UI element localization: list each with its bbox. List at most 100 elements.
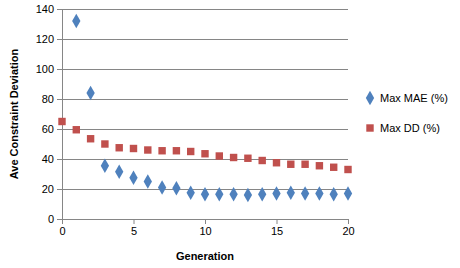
tick: 0 [48, 213, 62, 225]
point [287, 161, 294, 168]
series [58, 118, 351, 173]
tick-mark [348, 219, 349, 224]
tick-mark [57, 69, 62, 70]
legend-label: Max MAE (%) [380, 92, 448, 104]
tick-mark [57, 99, 62, 100]
tick-label: 60 [42, 123, 54, 135]
legend-item: Max MAE (%) [366, 91, 448, 105]
plot-area [58, 14, 352, 202]
point [87, 135, 94, 142]
point [58, 118, 65, 125]
tick: 100 [36, 63, 62, 75]
tick-label: 140 [36, 3, 54, 15]
tick-label: 40 [42, 153, 54, 165]
point [229, 187, 237, 201]
point [301, 186, 309, 200]
legend: Max MAE (%) Max DD (%) [366, 91, 448, 134]
x-axis-title: Generation [176, 250, 234, 262]
point [73, 126, 80, 133]
series [72, 14, 352, 202]
axis-line [63, 220, 349, 225]
point [244, 155, 251, 162]
tick-label: 20 [42, 183, 54, 195]
tick-label: 100 [36, 63, 54, 75]
grid-line [62, 129, 348, 130]
point [201, 150, 208, 157]
tick-label: 0 [59, 225, 65, 237]
tick-mark [205, 219, 206, 224]
point [330, 164, 337, 171]
y-axis-title: Ave Constraint Deviation [8, 49, 20, 180]
tick: 10 [199, 219, 211, 237]
grid-line [62, 39, 348, 40]
tick: 140 [36, 3, 62, 15]
legend-label: Max DD (%) [380, 122, 440, 134]
point [301, 161, 308, 168]
tick-mark [57, 129, 62, 130]
axis-line [57, 10, 63, 220]
point [315, 186, 323, 200]
tick: 5 [131, 219, 137, 237]
point [273, 159, 280, 166]
grid-line [62, 9, 348, 10]
point [187, 186, 195, 200]
point [258, 157, 265, 164]
tick-mark [57, 9, 62, 10]
tick-label: 0 [48, 213, 54, 225]
point [287, 186, 295, 200]
point [144, 174, 152, 188]
tick-mark [134, 219, 135, 224]
tick: 20 [342, 219, 354, 237]
point [215, 187, 223, 201]
point [72, 14, 80, 28]
x-axis: 0 5 10 15 20 [59, 219, 354, 237]
point [344, 186, 352, 200]
tick-label: 10 [199, 225, 211, 237]
tick-label: 80 [42, 93, 54, 105]
point [101, 140, 108, 147]
y-axis: 0 20 40 60 80 100 120 140 [36, 3, 63, 225]
point [272, 186, 280, 200]
point [129, 171, 137, 185]
point [216, 152, 223, 159]
tick: 0 [59, 219, 65, 237]
tick-mark [57, 189, 62, 190]
point [258, 187, 266, 201]
point [173, 147, 180, 154]
chart: 0 5 10 15 20 0 20 40 60 80 100 120 140 Generation Ave … [0, 0, 460, 268]
point [244, 188, 252, 202]
point [158, 180, 166, 194]
tick: 15 [271, 219, 283, 237]
tick: 20 [42, 183, 62, 195]
point [144, 146, 151, 153]
tick-mark [57, 219, 62, 220]
point [130, 145, 137, 152]
point [330, 187, 338, 201]
point [230, 154, 237, 161]
grid-line [62, 69, 348, 70]
point [115, 165, 123, 179]
tick-mark [277, 219, 278, 224]
tick-label: 5 [131, 225, 137, 237]
point [172, 181, 180, 195]
point [187, 148, 194, 155]
legend-item: Max DD (%) [366, 122, 440, 134]
legend-symbol [366, 91, 374, 105]
tick: 80 [42, 93, 62, 105]
point [201, 187, 209, 201]
grid-line [62, 99, 348, 100]
point [316, 162, 323, 169]
tick: 40 [42, 153, 62, 165]
tick-label: 20 [342, 225, 354, 237]
tick-mark [57, 159, 62, 160]
tick-label: 120 [36, 33, 54, 45]
tick: 120 [36, 33, 62, 45]
tick-label: 15 [271, 225, 283, 237]
point [86, 86, 94, 100]
legend-symbol [366, 124, 373, 131]
point [158, 147, 165, 154]
point [101, 159, 109, 173]
tick-mark [57, 39, 62, 40]
point [115, 144, 122, 151]
grid [62, 9, 348, 219]
